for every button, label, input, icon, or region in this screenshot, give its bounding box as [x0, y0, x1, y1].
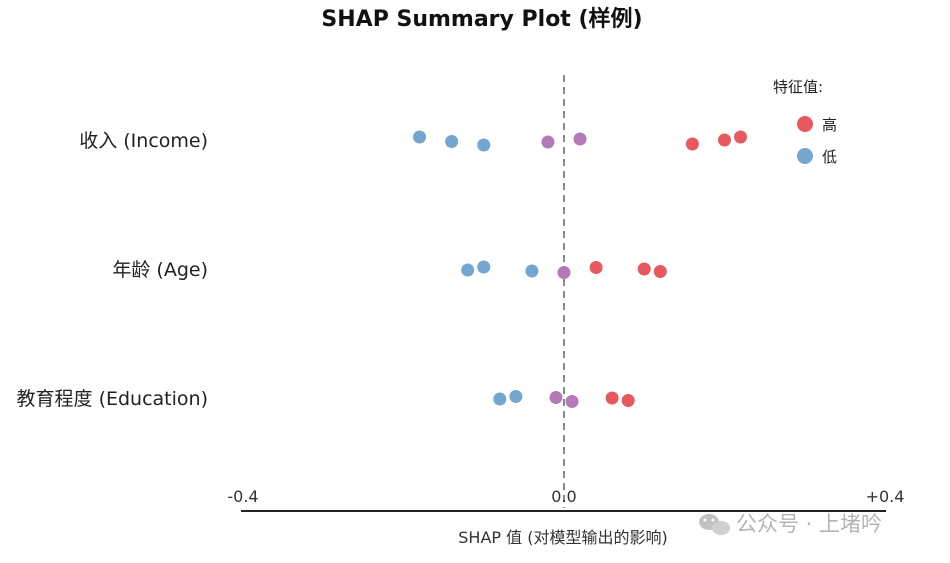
x-tick-label: 0.0 [551, 487, 576, 506]
shap-point-mid [565, 395, 579, 408]
shap-point-low [477, 138, 491, 152]
shap-point-low [493, 392, 507, 406]
feature-labels: 收入 (Income) 年龄 (Age) 教育程度 (Education) [17, 130, 208, 410]
legend-title: 特征值: [773, 78, 823, 96]
watermark-text: 公众号 · 上堵吟 [736, 512, 882, 536]
legend-label: 低 [822, 148, 837, 166]
x-tick-label: -0.4 [227, 487, 258, 506]
legend-marker [797, 116, 813, 132]
x-tick-labels: -0.4 0.0 +0.4 [227, 487, 904, 506]
shap-point-high [589, 261, 603, 274]
shap-point-mid [541, 135, 555, 149]
legend-label: 高 [822, 116, 837, 134]
shap-point-low [445, 135, 459, 148]
feature-label: 教育程度 (Education) [17, 388, 208, 410]
shap-point-low [413, 130, 427, 144]
shap-point-mid [549, 391, 563, 404]
feature-label: 年龄 (Age) [112, 259, 208, 281]
shap-point-low [525, 264, 539, 278]
shap-point-low [509, 390, 523, 403]
shap-point-high [653, 265, 667, 278]
shap-point-low [461, 263, 475, 277]
shap-point-high [734, 130, 748, 144]
data-points [413, 130, 748, 408]
shap-point-high [685, 137, 699, 151]
feature-label: 收入 (Income) [79, 130, 208, 152]
shap-point-high [621, 394, 635, 407]
shap-point-high [718, 133, 731, 147]
watermark: 公众号 · 上堵吟 [699, 512, 882, 536]
x-tick-label: +0.4 [866, 487, 905, 506]
x-axis-label: SHAP 值 (对模型输出的影响) [458, 528, 667, 547]
shap-point-high [605, 391, 619, 405]
chart-title: SHAP Summary Plot (样例) [321, 6, 642, 32]
shap-point-low [477, 260, 491, 274]
shap-point-mid [573, 132, 587, 146]
legend: 特征值: 高低 [773, 78, 837, 166]
legend-marker [797, 148, 813, 164]
shap-point-mid [557, 266, 571, 279]
wechat-icon [699, 514, 730, 535]
shap-point-high [637, 262, 651, 276]
